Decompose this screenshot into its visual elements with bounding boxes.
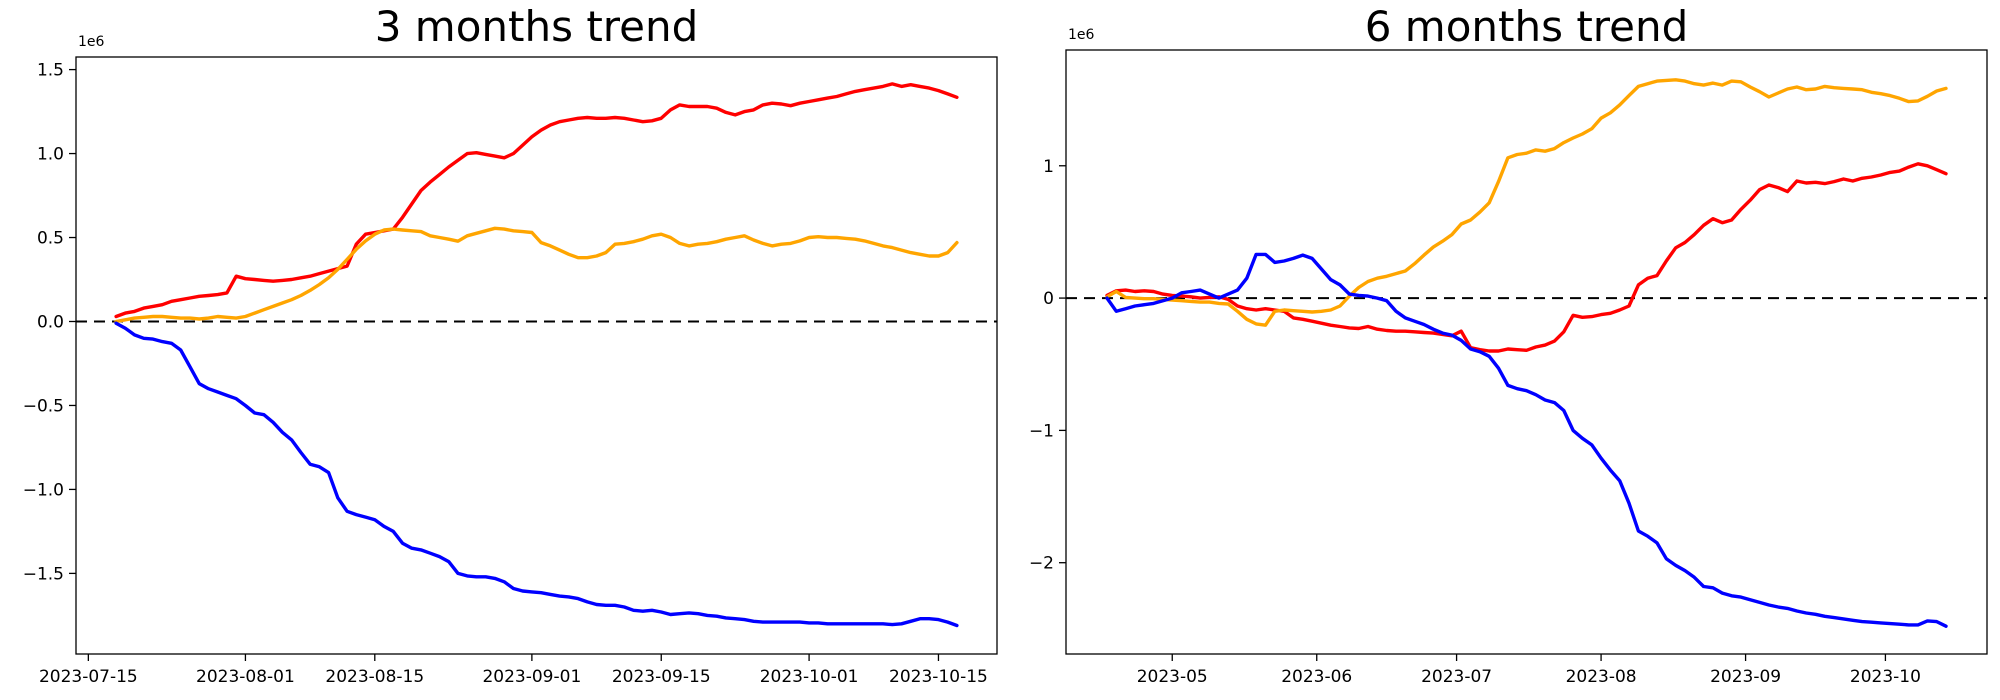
x-tick-label: 2023-05 — [1137, 667, 1208, 687]
x-tick-label: 2023-08-01 — [196, 667, 295, 687]
y-tick-label: 1.0 — [37, 145, 64, 165]
x-tick-label: 2023-09-01 — [482, 667, 581, 687]
x-tick-label: 2023-07 — [1421, 667, 1492, 687]
right-chart-line-red — [1105, 162, 1948, 353]
x-tick-label: 2023-09-15 — [612, 667, 711, 687]
y-tick-label: 0.0 — [37, 312, 64, 332]
x-tick-label: 2023-08-15 — [325, 667, 424, 687]
x-tick-label: 2023-08 — [1566, 667, 1637, 687]
left-chart-line-blue — [114, 321, 959, 628]
y-tick-label: 0.5 — [37, 229, 64, 249]
left-chart: 1.5 1.0 0.5 0.0 −0.5 −1.0 −1.5 2023-07-15 2023-0… — [23, 56, 998, 687]
right-chart-line-blue — [1105, 252, 1948, 628]
right-chart-plot-border — [1065, 49, 1988, 655]
right-y-axis-multiplier-label: 1e6 — [1068, 27, 1095, 43]
right-chart: 1 0 −1 −2 2023-05 2023-06 2023-07 2023-08 2023-0… — [1029, 49, 1988, 687]
y-tick-label: −2 — [1029, 554, 1054, 574]
x-tick-label: 2023-06 — [1281, 667, 1352, 687]
x-tick-label: 2023-10-01 — [760, 667, 859, 687]
left-chart-title: 3 months trend — [374, 2, 699, 51]
x-tick-label: 2023-10-15 — [889, 667, 988, 687]
left-chart-line-orange — [114, 226, 959, 324]
x-tick-label: 2023-10 — [1850, 667, 1921, 687]
left-chart-line-red — [114, 82, 959, 319]
left-chart-plot-border — [75, 56, 998, 655]
y-tick-label: 0 — [1043, 289, 1054, 309]
left-y-axis-multiplier-label: 1e6 — [78, 34, 105, 50]
y-tick-label: −0.5 — [23, 396, 64, 416]
y-tick-label: −1.0 — [23, 480, 64, 500]
y-tick-label: −1.5 — [23, 564, 64, 584]
y-tick-label: 1 — [1043, 157, 1054, 177]
y-tick-label: −1 — [1029, 421, 1054, 441]
x-tick-label: 2023-09 — [1710, 667, 1781, 687]
right-chart-line-orange — [1105, 78, 1948, 327]
x-tick-label: 2023-07-15 — [39, 667, 138, 687]
y-tick-label: 1.5 — [37, 61, 64, 81]
right-chart-title: 6 months trend — [1364, 2, 1689, 51]
